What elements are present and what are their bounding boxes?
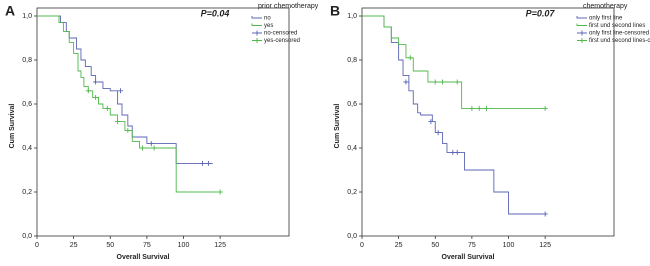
legend-label: first und second lines [589, 23, 645, 29]
y-tick-label: 0,4 [347, 145, 357, 152]
legend-label: no-censored [264, 31, 297, 37]
p-value: P=0.04 [201, 8, 230, 18]
censor-mark [200, 160, 206, 166]
censor-mark [93, 79, 99, 85]
survival-curve [362, 15, 546, 215]
y-axis-label: Cum Survival [334, 104, 341, 149]
censor-mark [125, 127, 131, 133]
legend-title: prior chemotherapy [258, 3, 319, 10]
legend-label: yes-censored [264, 38, 300, 44]
legend-line [576, 16, 587, 19]
survival-curve [37, 15, 213, 164]
x-tick-label: 25 [70, 242, 78, 249]
y-tick-label: 1,0 [22, 13, 32, 20]
censor-mark [148, 141, 154, 147]
x-tick-label: 0 [360, 242, 364, 249]
legend-line [251, 16, 262, 19]
legend-marker [577, 38, 587, 43]
censor-mark [542, 105, 548, 111]
censor-mark [85, 88, 91, 94]
legend-label: yes [264, 23, 273, 29]
censor-mark [542, 211, 548, 217]
y-tick-label: 1,0 [347, 13, 357, 20]
legend-label: only first line [589, 16, 623, 22]
censor-mark [115, 119, 121, 125]
y-tick-label: 0,6 [347, 101, 357, 108]
censor-mark [428, 119, 434, 125]
legend-label: no [264, 16, 271, 22]
x-tick-label: 125 [214, 242, 226, 249]
censor-mark [93, 94, 99, 100]
y-tick-label: 0,8 [347, 57, 357, 64]
plot-frame [361, 7, 615, 237]
survival-curve [37, 15, 221, 193]
censor-mark [440, 79, 446, 85]
legend-title: chemotherapy [583, 3, 628, 10]
plot-frame [36, 7, 290, 237]
censor-mark [151, 145, 157, 151]
y-tick-label: 0,4 [22, 145, 32, 152]
y-tick-label: 0,8 [22, 57, 32, 64]
y-tick-label: 0,6 [22, 101, 32, 108]
x-tick-label: 50 [431, 242, 439, 249]
censor-mark [104, 105, 110, 111]
y-tick-label: 0,2 [22, 189, 32, 196]
survival-curve [362, 15, 546, 109]
x-axis-label: Overall Survival [117, 254, 170, 261]
y-axis-label: Cum Survival [9, 104, 16, 149]
legend-marker [252, 38, 262, 43]
censor-mark [454, 149, 460, 155]
censor-mark [484, 105, 490, 111]
legend-line [576, 23, 587, 26]
censor-mark [469, 105, 475, 111]
x-tick-label: 0 [35, 242, 39, 249]
legend-label: first und second lines-censored [589, 38, 650, 44]
censor-mark [118, 88, 124, 94]
censor-mark [205, 160, 211, 166]
censor-mark [407, 55, 413, 61]
legend-label: only first line-censored [589, 31, 649, 37]
legend-line [251, 23, 262, 26]
x-tick-label: 50 [106, 242, 114, 249]
x-tick-label: 75 [143, 242, 151, 249]
censor-mark [450, 149, 456, 155]
p-value: P=0.07 [526, 8, 556, 18]
censor-mark [454, 79, 460, 85]
x-tick-label: 25 [395, 242, 403, 249]
censor-mark [476, 105, 482, 111]
y-tick-label: 0,2 [347, 189, 357, 196]
x-tick-label: 75 [468, 242, 476, 249]
x-tick-label: 100 [503, 242, 515, 249]
censor-mark [217, 189, 223, 195]
x-tick-label: 125 [539, 242, 551, 249]
y-tick-label: 0,0 [347, 233, 357, 240]
legend-marker [252, 30, 262, 36]
x-axis-label: Overall Survival [442, 254, 495, 261]
censor-mark [403, 79, 409, 85]
censor-mark [432, 79, 438, 85]
panel-label: B [330, 3, 340, 19]
censor-mark [435, 130, 441, 136]
panel-label: A [5, 3, 15, 19]
x-tick-label: 100 [178, 242, 190, 249]
y-tick-label: 0,0 [22, 233, 32, 240]
censor-mark [139, 145, 145, 151]
legend-marker [577, 30, 587, 36]
